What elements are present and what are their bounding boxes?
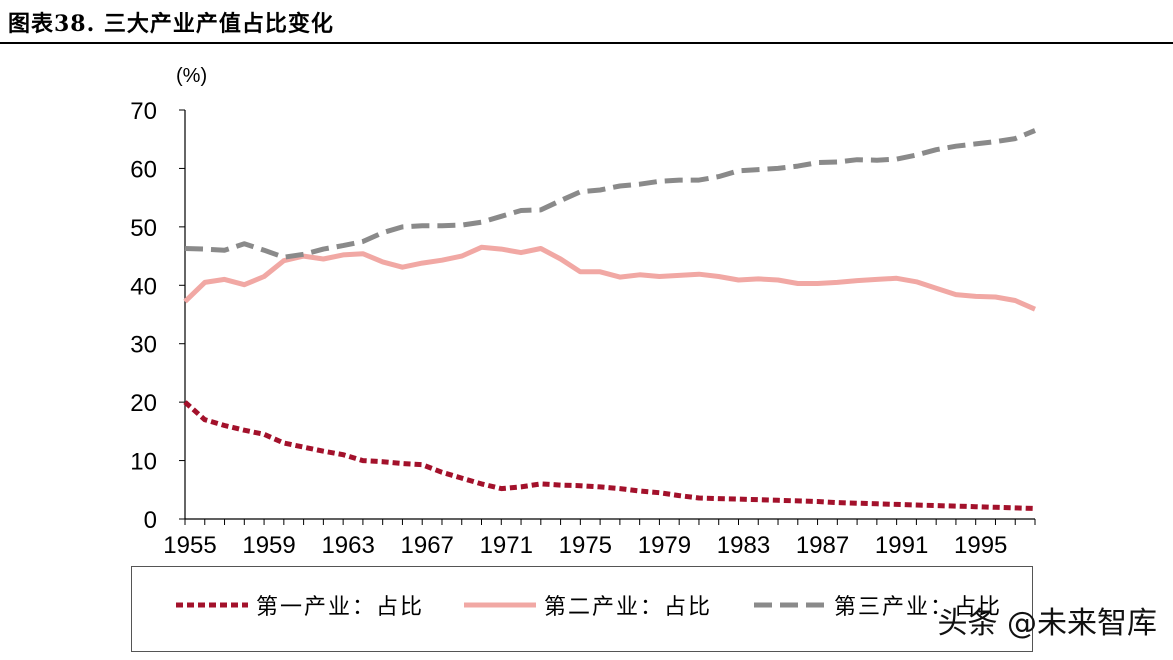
- x-tick-label: 1975: [559, 532, 612, 559]
- x-tick-label: 1987: [796, 532, 849, 559]
- x-tick-label: 1963: [321, 532, 374, 559]
- legend-swatch-tertiary: [754, 602, 826, 608]
- y-tick-label: 60: [130, 156, 157, 183]
- x-tick-label: 1991: [875, 532, 928, 559]
- x-tick-label: 1995: [954, 532, 1007, 559]
- line-chart: (%) 0 10 20 30 40 50 60 70 1955 1959 1963 1967 1971 1…: [130, 65, 1037, 559]
- series-line-1: [183, 400, 1036, 511]
- x-tick-label: 1983: [717, 532, 770, 559]
- chart-axes: 0 10 20 30 40 50 60 70 1955 1959 1963 1967 1971 1975 1…: [130, 98, 1036, 559]
- y-tick-label: 50: [130, 215, 157, 242]
- series-layer: [183, 128, 1037, 511]
- y-tick-label: 10: [130, 449, 157, 476]
- y-tick-label: 20: [130, 390, 157, 417]
- title-divider: [0, 42, 1173, 44]
- legend-item-tertiary: 第三产业：占比: [752, 589, 1002, 621]
- y-tick-label: 30: [130, 332, 157, 359]
- legend-label-tertiary: 第三产业：占比: [834, 595, 1003, 620]
- x-tick-label: 1959: [242, 532, 295, 559]
- x-tick-label: 1971: [480, 532, 533, 559]
- legend-label-secondary: 第二产业：占比: [544, 595, 713, 620]
- y-tick-label: 0: [144, 507, 157, 534]
- y-unit-label: (%): [176, 65, 207, 87]
- x-tick-label: 1967: [401, 532, 454, 559]
- legend-swatch-secondary: [464, 602, 536, 608]
- y-tick-label: 40: [130, 273, 157, 300]
- legend-swatch-primary: [176, 602, 248, 608]
- legend-item-secondary: 第二产业：占比: [462, 589, 712, 621]
- legend: 第一产业：占比 第二产业：占比 第三产业：占比: [131, 566, 1033, 652]
- series-line-3: [184, 128, 1036, 260]
- legend-item-primary: 第一产业：占比: [174, 589, 424, 621]
- watermark: 头条 @未来智库: [937, 606, 1157, 641]
- series-line-2: [183, 244, 1037, 312]
- legend-label-primary: 第一产业：占比: [256, 595, 425, 620]
- x-tick-label: 1955: [163, 532, 216, 559]
- chart-title: 图表38. 三大产业产值占比变化: [8, 11, 334, 37]
- y-tick-label: 70: [130, 98, 157, 125]
- x-tick-label: 1979: [638, 532, 691, 559]
